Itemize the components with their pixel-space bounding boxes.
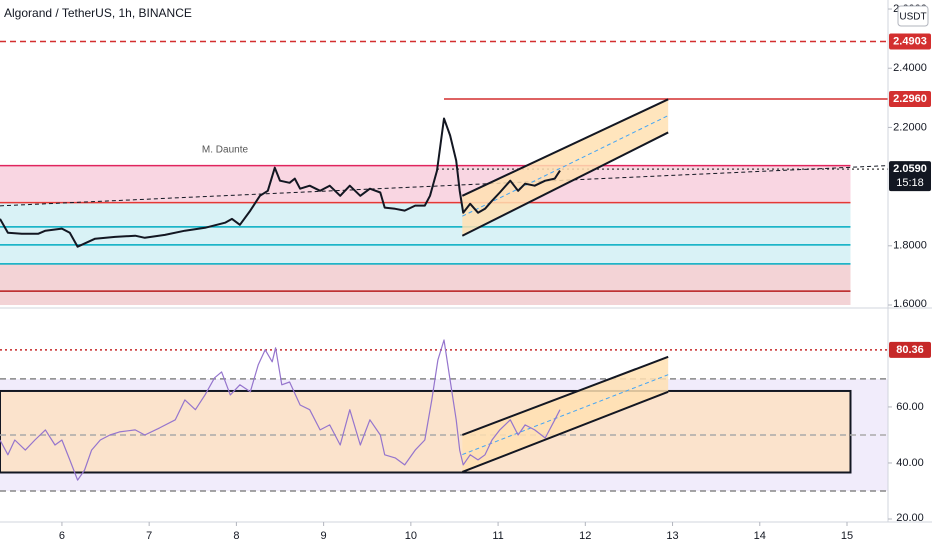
price-pane bbox=[0, 40, 888, 305]
channel-lower bbox=[461, 131, 669, 237]
currency: USDT bbox=[899, 12, 926, 23]
x-tick-label: 12 bbox=[579, 530, 591, 542]
zone bbox=[0, 165, 851, 203]
y-tick-label: 1.6000 bbox=[893, 298, 927, 310]
currency-box[interactable] bbox=[897, 5, 929, 27]
y-tick-label: 60.00 bbox=[896, 401, 924, 413]
price-label-box bbox=[889, 341, 931, 358]
price-label-box bbox=[889, 91, 931, 108]
y-tick-label: 40.00 bbox=[896, 457, 924, 469]
price-label: 2.0590 bbox=[893, 163, 927, 175]
y-tick-label: 2.2000 bbox=[893, 121, 927, 133]
price-label-box bbox=[889, 33, 931, 50]
countdown: 15:18 bbox=[896, 177, 924, 189]
x-tick-label: 7 bbox=[146, 530, 152, 542]
channel-fill bbox=[462, 356, 669, 472]
x-tick-label: 13 bbox=[666, 530, 678, 542]
x-tick-label: 9 bbox=[321, 530, 327, 542]
price-label: 80.36 bbox=[896, 344, 924, 356]
zone bbox=[0, 263, 851, 305]
price-label-box bbox=[889, 161, 931, 192]
trendline bbox=[0, 165, 888, 207]
x-tick-label: 8 bbox=[233, 530, 239, 542]
chart-title: Algorand / TetherUS, 1h, BINANCE bbox=[4, 6, 192, 20]
x-tick-label: 6 bbox=[59, 530, 65, 542]
y-tick-label: 20.00 bbox=[896, 512, 924, 524]
x-tick-label: 10 bbox=[405, 530, 417, 542]
x-tick-label: 11 bbox=[492, 530, 503, 542]
zone bbox=[0, 389, 852, 474]
channel-lower bbox=[461, 390, 669, 473]
y-tick-label: 1.8000 bbox=[893, 240, 927, 252]
series-line bbox=[0, 117, 561, 248]
rsi-pane bbox=[0, 339, 888, 492]
x-tick-label: 15 bbox=[841, 530, 853, 542]
y-tick-label: 2.4000 bbox=[893, 62, 927, 74]
channel-upper bbox=[461, 98, 669, 197]
zone bbox=[0, 202, 851, 264]
series-line bbox=[0, 339, 561, 481]
channel-upper bbox=[461, 355, 669, 436]
x-tick-label: 14 bbox=[754, 530, 766, 542]
channel-fill bbox=[462, 99, 669, 236]
channel-middle bbox=[462, 374, 669, 456]
channel-middle bbox=[462, 115, 669, 217]
price-label: 2.2960 bbox=[893, 93, 927, 105]
annotation: M. Daunte bbox=[202, 145, 249, 156]
price-label: 2.4903 bbox=[893, 35, 927, 47]
